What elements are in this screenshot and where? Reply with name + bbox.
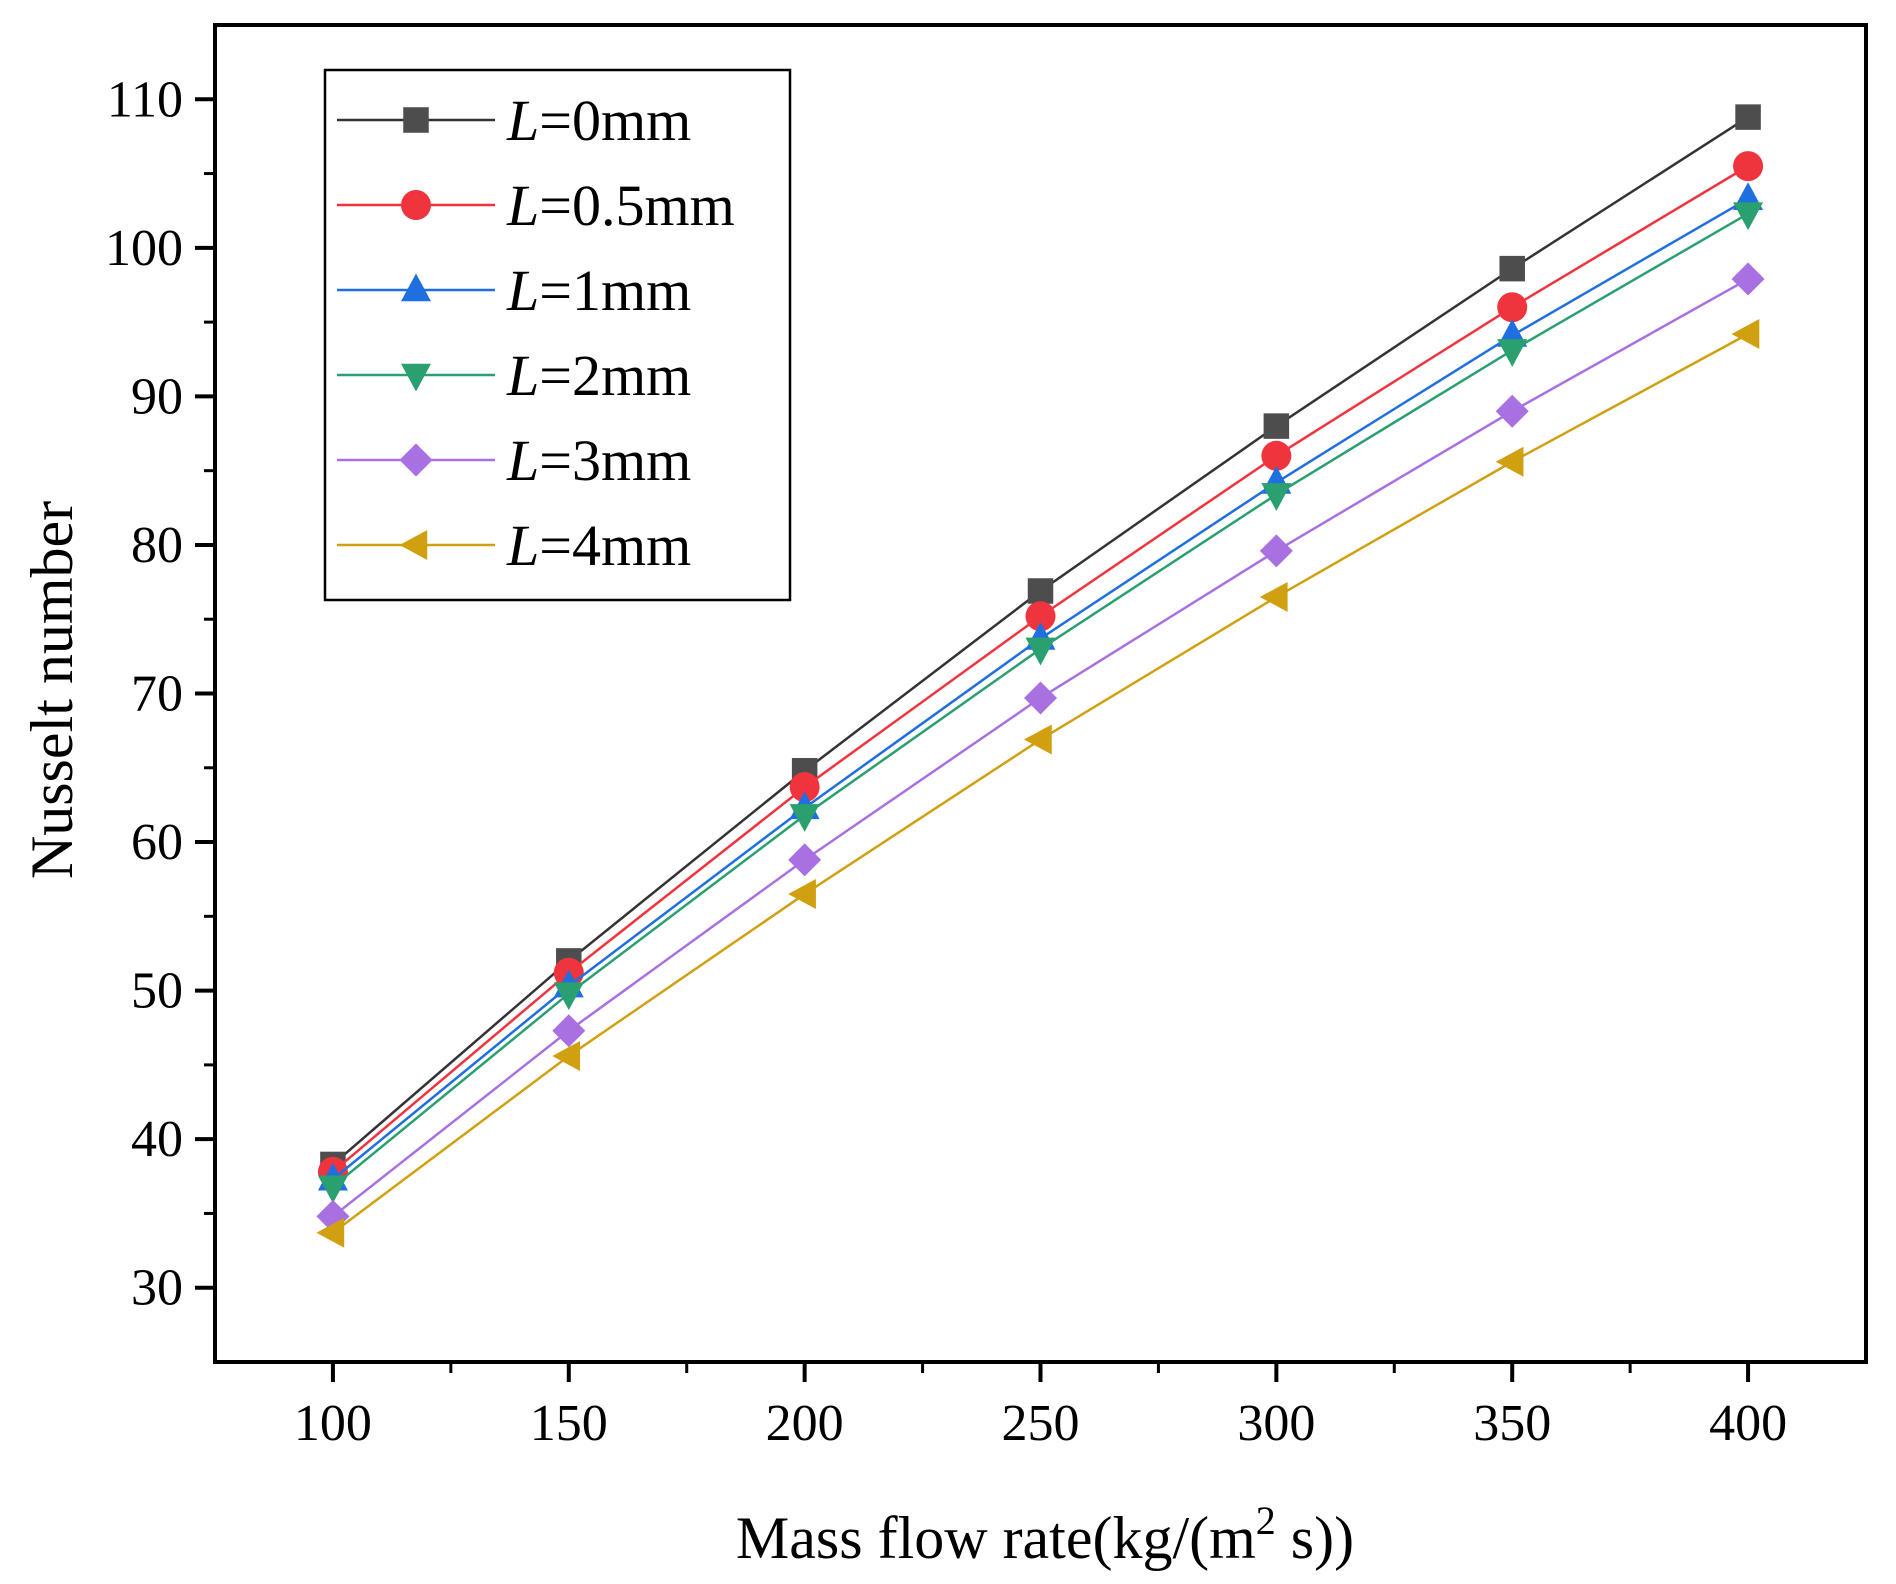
y-axis-title: Nusselt number [19, 501, 85, 879]
data-point [1025, 601, 1056, 632]
data-point [1735, 104, 1761, 130]
legend-swatch-marker [399, 443, 433, 477]
data-point [788, 879, 816, 910]
legend-swatch-marker [401, 363, 431, 392]
y-tick-label: 60 [131, 814, 183, 871]
legend-label: L=0.5mm [506, 173, 735, 238]
y-tick-label: 40 [131, 1111, 183, 1168]
legend-label: L=1mm [506, 258, 691, 323]
legend-label: L=4mm [506, 513, 691, 578]
data-point [1259, 534, 1293, 568]
x-tick-label: 150 [530, 1395, 608, 1452]
legend-entry: L=4mm [337, 513, 691, 578]
data-point [317, 1175, 348, 1204]
data-point [1027, 578, 1054, 604]
data-point [552, 1014, 586, 1048]
axes: 100 150 200 250 300 350 400 30 40 50 60 70 80 90 100 11… [105, 23, 1868, 1452]
data-point [316, 1217, 345, 1248]
legend-entry: L=3mm [337, 428, 691, 493]
data-point [1261, 483, 1292, 511]
data-point [1495, 446, 1524, 477]
legend-label: L=2mm [506, 343, 691, 408]
data-point [1259, 581, 1288, 612]
y-tick-label: 30 [131, 1260, 183, 1317]
x-axis-title: Mass flow rate(kg/(m2 s)) [736, 1498, 1354, 1571]
series-6 [316, 318, 1760, 1248]
data-point [1497, 292, 1528, 323]
legend-swatch-marker [401, 273, 431, 302]
legend-entry: L=0.5mm [337, 173, 735, 238]
data-point [789, 804, 820, 832]
x-tick-label: 250 [1002, 1395, 1080, 1452]
x-tick-label: 400 [1709, 1395, 1787, 1452]
data-point [553, 982, 584, 1011]
data-point [1261, 440, 1292, 471]
y-tick-label: 50 [131, 963, 183, 1020]
x-tick-label: 100 [294, 1395, 372, 1452]
series-layer [316, 104, 1765, 1248]
legend-label: L=0mm [506, 88, 691, 153]
data-point [1499, 255, 1525, 282]
y-tick-label: 110 [107, 71, 183, 128]
data-point [789, 772, 820, 803]
data-point [1495, 394, 1529, 428]
legend-entry: L=0mm [337, 88, 691, 153]
x-tick-label: 350 [1473, 1395, 1551, 1452]
legend-swatch-marker [399, 530, 428, 560]
data-point [788, 843, 822, 877]
data-point [1025, 637, 1056, 666]
data-point [1497, 339, 1528, 367]
legend-box [323, 68, 792, 602]
series-4 [317, 202, 1764, 1204]
legend-entry: L=1mm [337, 258, 691, 323]
y-tick-label: 100 [105, 220, 183, 277]
legend-entry: L=2mm [337, 343, 691, 408]
legend: L=0mm L=0.5mm L=1mm L=2mm L=3mm L=4mm [323, 68, 792, 602]
data-point [1024, 724, 1052, 755]
x-tick-label: 200 [766, 1395, 844, 1452]
y-tick-label: 80 [131, 517, 183, 574]
data-point [1024, 681, 1057, 715]
data-point [1731, 262, 1765, 296]
legend-swatch-marker [401, 190, 431, 220]
y-tick-label: 90 [131, 368, 183, 425]
x-tick-label: 300 [1237, 1395, 1315, 1452]
data-point [552, 1040, 581, 1071]
legend-swatch-marker [403, 107, 429, 133]
data-point [1733, 202, 1764, 231]
data-point [1733, 151, 1764, 182]
data-point [1731, 318, 1760, 349]
y-tick-label: 70 [131, 666, 183, 723]
data-point [1263, 413, 1290, 439]
legend-label: L=3mm [506, 428, 691, 493]
